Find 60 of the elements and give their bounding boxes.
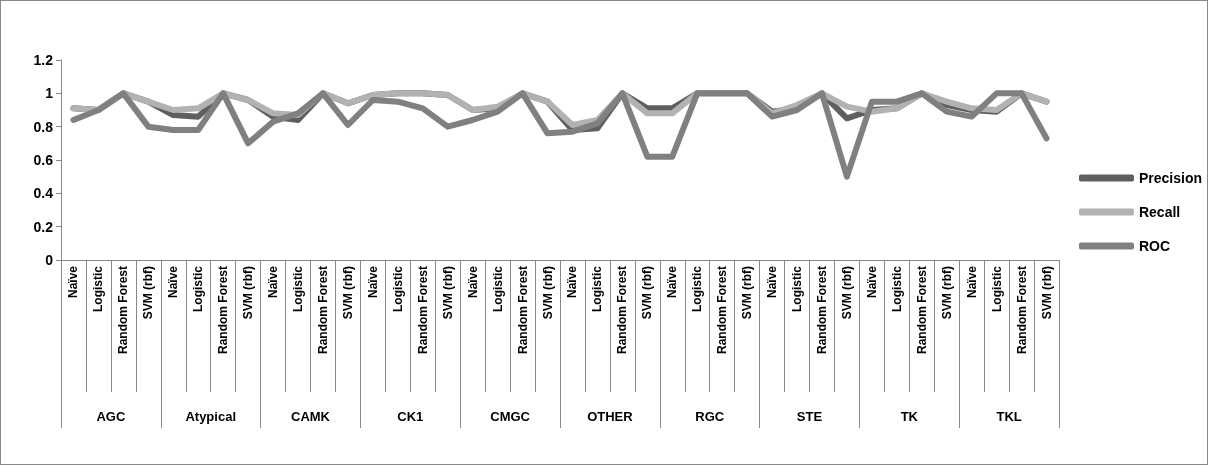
text: CK1	[397, 409, 424, 424]
text: AGC	[96, 409, 126, 424]
x-tick-label: SVM (rbf)	[141, 266, 156, 320]
y-tick-label: 0.8	[33, 118, 54, 135]
x-tick-label: SVM (rbf)	[540, 266, 555, 320]
x-tick-label: Random Forest	[415, 266, 430, 355]
x-tick-label: Naïve	[465, 265, 480, 299]
legend-label: ROC	[1138, 238, 1171, 254]
x-tick-label: Random Forest	[615, 266, 630, 355]
x-tick-label: SVM (rbf)	[740, 266, 755, 320]
y-tick-label: 1.2	[33, 52, 54, 68]
text: CAMK	[291, 409, 331, 424]
x-tick-label: Random Forest	[914, 266, 929, 355]
x-tick-label: Logistic	[191, 265, 206, 313]
x-tick-label: Naïve	[765, 265, 780, 299]
x-tick-label: Random Forest	[315, 266, 330, 355]
text: TKL	[996, 409, 1022, 424]
x-tick-label: SVM (rbf)	[939, 266, 954, 320]
x-tick-label: Logistic	[889, 265, 904, 313]
legend-label: Recall	[1138, 204, 1181, 220]
text: TK	[900, 409, 919, 424]
x-tick-label: SVM (rbf)	[640, 266, 655, 320]
text: OTHER	[587, 409, 634, 424]
x-tick-label: Naïve	[166, 265, 181, 299]
x-tick-label: Random Forest	[515, 266, 530, 355]
x-tick-label: Logistic	[291, 265, 306, 313]
x-tick-label: Random Forest	[715, 266, 730, 355]
x-tick-label: Random Forest	[216, 266, 231, 355]
x-tick-label: SVM (rbf)	[1039, 266, 1054, 320]
x-tick-label: SVM (rbf)	[340, 266, 355, 320]
x-tick-label: Naïve	[266, 265, 281, 299]
x-tick-label: Naïve	[665, 265, 680, 299]
x-tick-label: Random Forest	[814, 266, 829, 355]
x-tick-label: Logistic	[91, 265, 106, 313]
x-tick-label: Naïve	[964, 265, 979, 299]
x-tick-label: Logistic	[989, 265, 1004, 313]
y-tick-label: 0.6	[33, 152, 54, 168]
x-tick-label: Logistic	[690, 265, 705, 313]
text: CMGC	[490, 409, 531, 424]
legend-label: Precision	[1138, 170, 1202, 186]
x-tick-label: Naïve	[864, 265, 879, 299]
x-tick-label: Naïve	[66, 265, 81, 299]
x-tick-label: Random Forest	[116, 266, 131, 355]
x-tick-label: Naïve	[565, 265, 580, 299]
text: STE	[796, 409, 823, 424]
x-tick-label: SVM (rbf)	[839, 266, 854, 320]
text: Atypical	[185, 409, 236, 424]
x-tick-label: Logistic	[790, 265, 805, 313]
x-tick-label: Naïve	[365, 265, 380, 299]
x-tick-label: Random Forest	[1014, 266, 1029, 355]
text: RGC	[695, 409, 725, 424]
y-tick-label: 1	[45, 85, 54, 102]
x-tick-label: Logistic	[390, 265, 405, 313]
x-tick-label: Logistic	[490, 265, 505, 313]
y-tick-label: 0.4	[33, 185, 54, 202]
x-tick-label: Logistic	[590, 265, 605, 313]
x-tick-label: SVM (rbf)	[440, 266, 455, 320]
y-tick-label: 0	[45, 252, 54, 268]
x-tick-label: SVM (rbf)	[241, 266, 256, 320]
y-tick-label: 0.2	[33, 218, 54, 235]
